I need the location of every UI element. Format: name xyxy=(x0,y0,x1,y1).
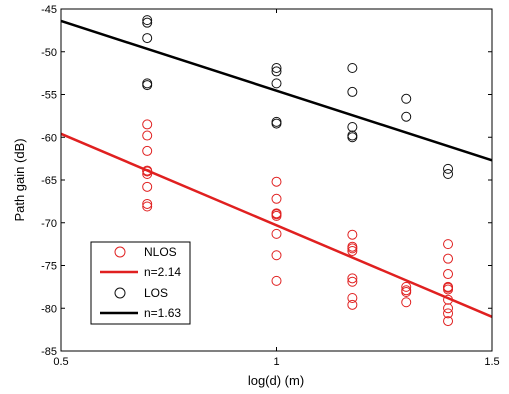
data-point-nlos xyxy=(347,276,358,287)
data-point-nlos xyxy=(347,243,358,254)
legend: NLOS n=2.14 LOS n=1.63 xyxy=(90,241,191,325)
y-axis-label: Path gain (dB) xyxy=(12,138,27,221)
y-tick-label: -75 xyxy=(41,261,57,273)
data-point-los xyxy=(347,62,358,73)
data-point-los xyxy=(347,132,358,143)
legend-label-los-fit: n=1.63 xyxy=(144,306,181,320)
plot-frame xyxy=(60,8,493,352)
data-point-nlos xyxy=(443,308,454,319)
data-point-nlos xyxy=(142,130,153,141)
data-point-nlos xyxy=(443,269,454,280)
data-point-nlos xyxy=(347,245,358,256)
data-point-nlos xyxy=(401,297,412,308)
y-tick-label: -60 xyxy=(41,132,57,144)
data-point-nlos xyxy=(347,273,358,284)
data-point-los xyxy=(142,33,153,44)
data-point-nlos xyxy=(443,253,454,264)
data-point-nlos xyxy=(271,209,282,220)
data-point-nlos xyxy=(142,201,153,212)
y-tick-label: -55 xyxy=(41,90,57,102)
data-point-nlos xyxy=(142,119,153,130)
legend-label-nlos-fit: n=2.14 xyxy=(144,265,181,279)
data-point-los xyxy=(142,15,153,26)
data-point-nlos xyxy=(443,303,454,314)
data-point-los xyxy=(271,62,282,73)
data-point-nlos xyxy=(142,181,153,192)
y-tick-label: -80 xyxy=(41,303,57,315)
legend-label-los: LOS xyxy=(144,286,168,300)
data-point-los xyxy=(401,111,412,122)
data-point-los xyxy=(271,118,282,129)
plot-marks xyxy=(60,15,493,327)
y-tick-label: -85 xyxy=(41,346,57,358)
data-point-los xyxy=(401,93,412,104)
legend-marker-nlos xyxy=(114,246,126,258)
data-point-los xyxy=(271,78,282,89)
data-point-los xyxy=(142,80,153,91)
data-point-nlos xyxy=(271,275,282,286)
data-point-nlos xyxy=(347,292,358,303)
data-point-nlos xyxy=(271,250,282,261)
data-point-nlos xyxy=(401,287,412,298)
y-tick-label: -50 xyxy=(41,47,57,59)
data-point-nlos xyxy=(347,299,358,310)
data-point-nlos xyxy=(271,228,282,239)
data-point-nlos xyxy=(142,198,153,209)
x-axis-label: log(d) (m) xyxy=(248,373,304,388)
x-tick-label: 1.5 xyxy=(484,356,499,368)
data-point-nlos xyxy=(443,316,454,327)
data-point-los xyxy=(443,169,454,180)
data-point-los xyxy=(142,17,153,28)
data-point-nlos xyxy=(401,281,412,292)
fit-line-n-2-14 xyxy=(60,132,493,318)
legend-label-nlos: NLOS xyxy=(144,245,177,259)
data-point-nlos xyxy=(271,176,282,187)
legend-box xyxy=(90,241,191,325)
data-point-nlos xyxy=(271,193,282,204)
data-point-nlos xyxy=(443,284,454,295)
x-tick-label: 0.5 xyxy=(53,356,68,368)
data-point-los xyxy=(347,86,358,97)
data-point-nlos xyxy=(347,229,358,240)
fit-line-n-1-63 xyxy=(60,19,493,162)
legend-marker-los xyxy=(114,287,126,299)
data-point-nlos xyxy=(443,281,454,292)
data-point-nlos xyxy=(443,239,454,250)
data-point-los xyxy=(443,163,454,174)
y-tick-label: -45 xyxy=(41,4,57,16)
data-point-nlos xyxy=(142,145,153,156)
data-point-los xyxy=(271,66,282,77)
x-tick-label: 1 xyxy=(273,356,279,368)
y-tick-label: -65 xyxy=(41,175,57,187)
y-tick-label: -70 xyxy=(41,218,57,230)
